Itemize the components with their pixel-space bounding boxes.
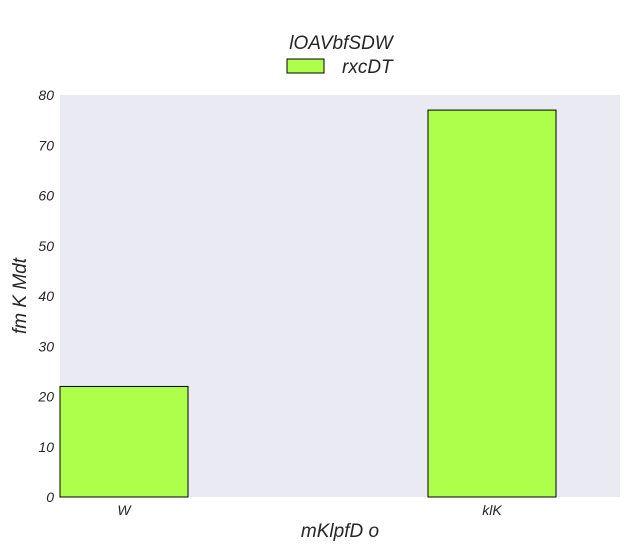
y-tick-label: 20 [37,389,54,405]
bars-group [59,109,557,498]
bar-W [59,385,189,498]
y-tick-label: 10 [38,439,54,455]
x-tick-label: W [117,502,132,518]
legend: lOAVbfSDW rxcDT [286,33,395,78]
legend-title: lOAVbfSDW [289,33,395,54]
legend-series-name: rxcDT [342,57,394,78]
x-tick-label: klK [482,502,502,518]
y-tick-label: 70 [38,137,54,153]
y-tick-label: 30 [38,338,54,354]
y-tick-label: 80 [38,87,54,103]
y-tick-label: 50 [38,238,54,254]
y-tick-label: 0 [46,489,54,505]
bar-klK [427,109,557,498]
y-tick-label: 40 [38,288,54,304]
y-axis-label: fm K Mdt [10,257,31,334]
y-tick-label: 60 [38,188,54,204]
legend-swatch [286,58,325,74]
x-axis-label: mKlpfD o [301,521,379,542]
y-ticks-group: 0 10 20 30 40 50 60 70 80 [37,87,54,505]
